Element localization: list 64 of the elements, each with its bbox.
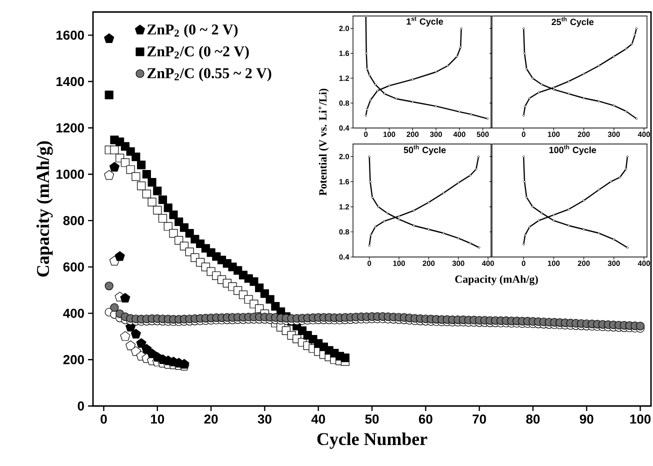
y-tick-label: 1600 xyxy=(56,30,84,40)
legend-label: ZnP$_{2}$/C (0 ~2 V) xyxy=(147,46,249,60)
x-tick-label: 60 xyxy=(418,414,432,424)
point xyxy=(266,295,274,304)
x-tick-label: 0 xyxy=(100,414,107,424)
point xyxy=(104,170,114,180)
point xyxy=(169,229,178,238)
x-tick-label: 40 xyxy=(311,414,326,424)
point xyxy=(120,158,130,167)
point xyxy=(137,160,146,170)
point xyxy=(126,340,136,350)
y-tick-label: 1000 xyxy=(56,170,84,179)
point xyxy=(142,190,151,198)
chart-title: 1$^{st}$ Cycle xyxy=(406,16,444,26)
x-tick-label: 70 xyxy=(472,414,486,424)
x-tick-label: 20 xyxy=(204,414,218,424)
y-tick-label: 0 xyxy=(78,401,84,411)
point xyxy=(164,204,172,212)
point xyxy=(120,292,130,303)
chart-title: 100$^{th}$ Cycle xyxy=(549,144,596,155)
point xyxy=(340,354,350,362)
point xyxy=(132,172,140,181)
point xyxy=(153,186,162,196)
point xyxy=(136,338,146,348)
x-tick-label: 50 xyxy=(365,414,379,424)
point xyxy=(130,328,141,338)
point xyxy=(250,277,258,286)
point xyxy=(104,90,114,100)
point xyxy=(180,223,188,232)
x-tick-label: 90 xyxy=(580,414,594,424)
point xyxy=(110,146,119,154)
x-axis-title: Capacity (mAh/g) xyxy=(455,275,538,286)
y-axis-title: Potential (V vs. Li$^{+}$/Li) xyxy=(318,88,329,196)
chart-title: 50$^{th}$ Cycle xyxy=(404,144,446,155)
point xyxy=(109,162,120,172)
point xyxy=(169,210,178,220)
point xyxy=(126,165,135,174)
chart-title: 25$^{th}$ Cycle xyxy=(552,16,594,27)
y-tick-label: 1400 xyxy=(56,76,84,86)
point xyxy=(142,170,151,179)
point xyxy=(148,178,156,187)
point xyxy=(132,152,140,162)
point xyxy=(158,214,168,223)
legend-label: ZnP$_{2}$/C (0.55 ~ 2 V) xyxy=(147,68,272,82)
point xyxy=(148,198,156,206)
point xyxy=(164,222,172,231)
point xyxy=(137,182,146,190)
x-axis-title: Cycle Number xyxy=(317,432,428,449)
point xyxy=(120,331,130,341)
y-axis-title: Capacity (mAh/g) xyxy=(36,141,53,277)
x-tick-label: 30 xyxy=(258,414,272,424)
legend-label: ZnP$_{2}$ (0 ~ 2 V) xyxy=(147,24,238,38)
x-tick-label: 80 xyxy=(526,414,540,424)
y-tick-label: 200 xyxy=(63,355,84,364)
x-tick-label: 10 xyxy=(150,414,164,424)
y-tick-label: 600 xyxy=(63,262,84,272)
y-tick-label: 1200 xyxy=(56,123,84,132)
y-tick-label: 800 xyxy=(63,216,84,226)
point xyxy=(104,33,114,43)
point xyxy=(158,195,168,204)
y-tick-label: 400 xyxy=(63,308,84,318)
point xyxy=(153,206,162,214)
x-tick-label: 100 xyxy=(630,414,651,424)
point xyxy=(114,251,125,261)
